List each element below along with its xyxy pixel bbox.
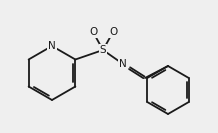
Text: S: S: [100, 45, 106, 55]
Text: N: N: [119, 59, 127, 69]
Text: N: N: [48, 41, 56, 51]
Text: O: O: [109, 27, 117, 37]
Text: O: O: [89, 27, 97, 37]
